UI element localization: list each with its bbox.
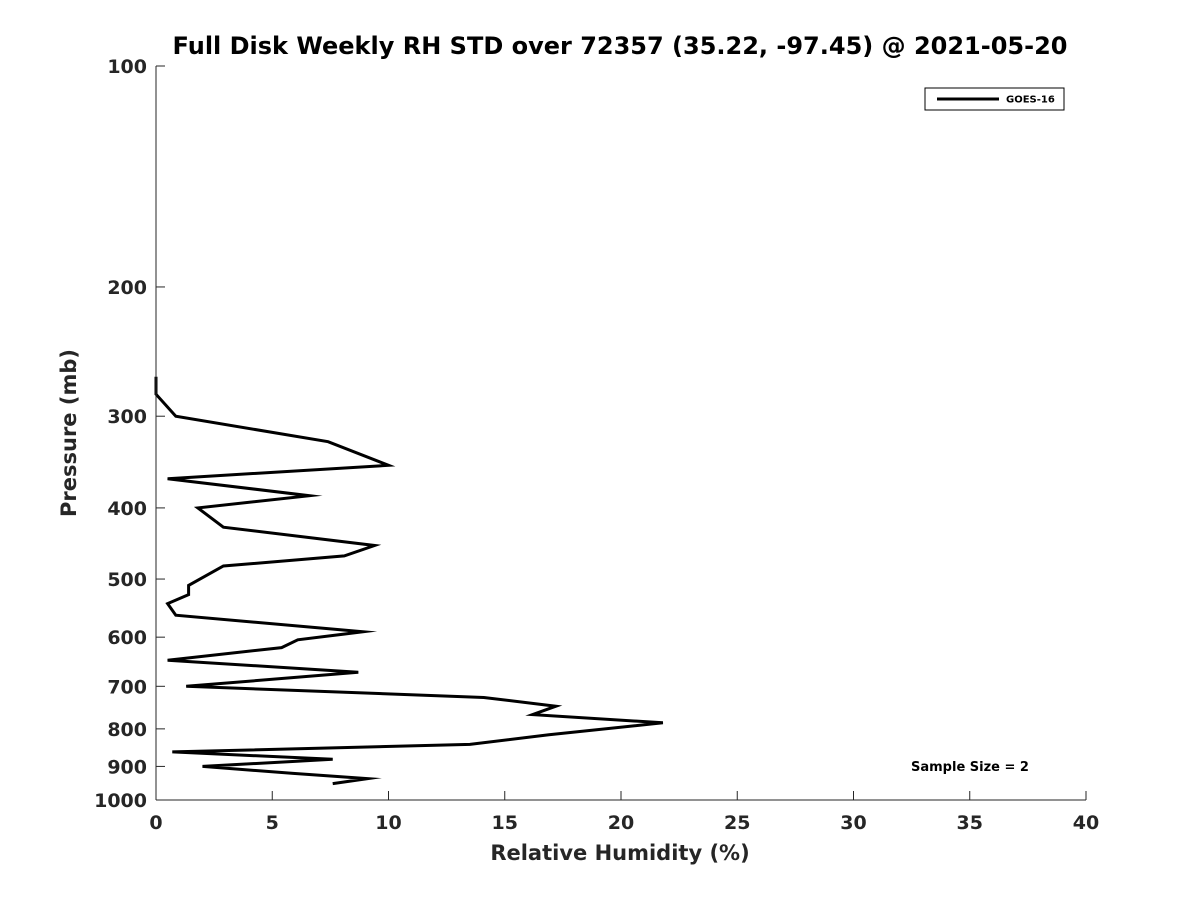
y-tick-label: 500	[107, 569, 147, 591]
y-tick-label: 700	[107, 676, 147, 698]
x-axis-label: Relative Humidity (%)	[490, 841, 749, 865]
y-axis-ticks: 100 200 300 400 500 600 700 800 900 1000	[94, 56, 165, 812]
y-tick-label: 1000	[94, 790, 147, 812]
x-tick-label: 15	[492, 812, 518, 834]
y-tick-label: 400	[107, 498, 147, 520]
y-tick-label: 900	[107, 756, 147, 778]
x-tick-label: 0	[149, 812, 162, 834]
chart-title: Full Disk Weekly RH STD over 72357 (35.2…	[173, 32, 1068, 60]
y-tick-label: 800	[107, 719, 147, 741]
legend-label-goes-16: GOES-16	[1006, 95, 1055, 106]
x-tick-label: 25	[724, 812, 750, 834]
legend: GOES-16	[924, 87, 1065, 111]
y-axis-label: Pressure (mb)	[57, 349, 81, 517]
y-tick-label: 300	[107, 406, 147, 428]
x-tick-label: 30	[840, 812, 866, 834]
x-tick-label: 10	[375, 812, 401, 834]
x-tick-label: 40	[1073, 812, 1099, 834]
x-tick-label: 35	[957, 812, 983, 834]
series-layer	[154, 376, 664, 786]
y-tick-label: 600	[107, 627, 147, 649]
x-tick-label: 5	[266, 812, 279, 834]
series-line-goes-16	[154, 376, 664, 786]
y-tick-label: 200	[107, 277, 147, 299]
x-axis-ticks: 0 5 10 15 20 25 30 35 40	[149, 791, 1099, 834]
axes	[155, 66, 1086, 801]
x-tick-label: 20	[608, 812, 634, 834]
y-tick-label: 100	[107, 56, 147, 78]
sample-size-annotation: Sample Size = 2	[911, 760, 1029, 775]
